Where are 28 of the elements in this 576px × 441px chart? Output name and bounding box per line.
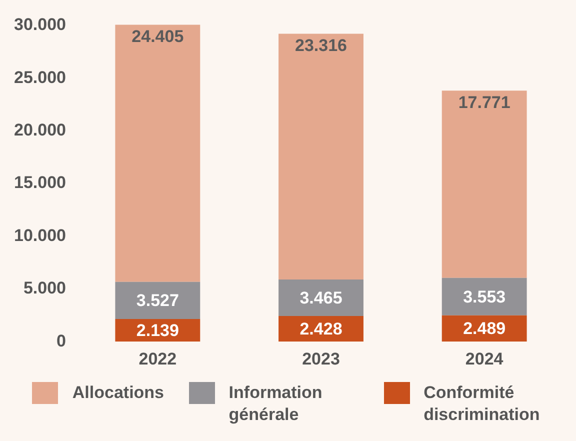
y-tick-label: 0 <box>56 331 66 350</box>
data-label: 2.139 <box>136 321 179 340</box>
bar <box>278 34 364 280</box>
data-label: 17.771 <box>458 92 510 112</box>
x-tick-label: 2023 <box>302 349 340 368</box>
data-label: 3.527 <box>136 291 179 310</box>
x-tick-label: 2022 <box>138 349 177 368</box>
y-tick-label: 30.000 <box>14 15 66 34</box>
x-tick-label: 2024 <box>465 349 504 368</box>
bar <box>442 90 527 278</box>
bar <box>115 24 200 282</box>
bar <box>442 278 527 316</box>
data-label: 24.405 <box>132 26 184 46</box>
bar <box>278 280 364 316</box>
legend-label: Allocations <box>72 382 164 404</box>
data-label: 3.465 <box>300 288 342 308</box>
legend-label: Conformité discrimination <box>424 382 541 426</box>
bar <box>115 282 200 320</box>
y-tick-label: 25.000 <box>14 68 66 87</box>
data-label: 2.489 <box>463 319 506 338</box>
data-label: 2.428 <box>300 319 342 338</box>
y-tick-label: 20.000 <box>14 120 66 140</box>
data-label: 3.553 <box>463 287 506 306</box>
y-tick-label: 5.000 <box>23 278 66 298</box>
legend-label: Information générale <box>228 382 324 426</box>
y-tick-label: 15.000 <box>14 173 66 192</box>
data-label: 23.316 <box>295 36 347 55</box>
y-tick-label: 10.000 <box>14 226 66 245</box>
